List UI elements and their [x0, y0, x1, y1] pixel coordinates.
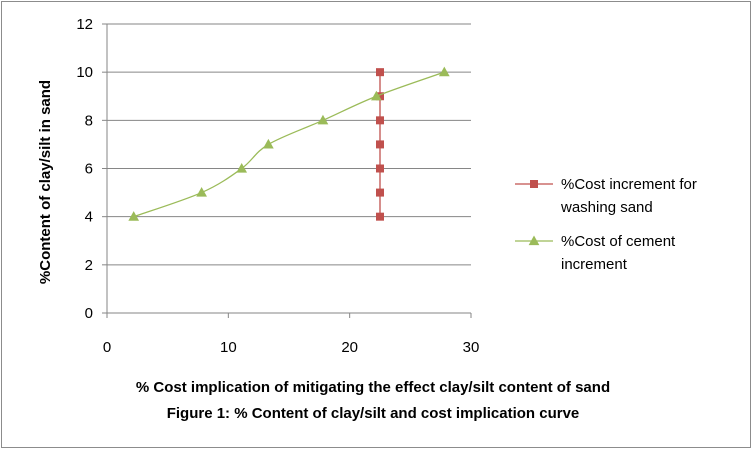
figure-caption: Figure 1: % Content of clay/silt and cos… — [167, 405, 580, 422]
data-point — [376, 68, 384, 77]
data-point — [376, 164, 384, 173]
y-axis-title: %Content of clay/silt in sand — [37, 80, 54, 284]
legend-marker — [530, 180, 538, 188]
x-tick-label: 20 — [341, 339, 358, 356]
legend-item-0: %Cost increment for washing sand — [515, 176, 697, 216]
x-axis-title: % Cost implication of mitigating the eff… — [136, 379, 610, 396]
gridlines — [107, 23, 471, 266]
legend-label: washing sand — [560, 199, 653, 216]
legend-label: %Cost of cement — [561, 233, 676, 250]
x-tick-label: 30 — [463, 339, 480, 356]
legend-marker — [528, 235, 540, 246]
tick-labels: 0 2 4 6 8 10 12 0 10 20 30 — [76, 16, 479, 356]
y-tick-label: 0 — [85, 305, 93, 322]
legend-label: %Cost increment for — [561, 176, 697, 193]
data-point — [196, 187, 207, 197]
data-point — [376, 116, 384, 125]
y-tick-label: 12 — [76, 16, 93, 33]
y-tick-label: 2 — [85, 257, 93, 274]
legend: %Cost increment for washing sand %Cost of … — [515, 176, 697, 273]
y-tick-label: 6 — [85, 161, 93, 178]
data-point — [263, 138, 274, 149]
data-point — [236, 162, 248, 173]
data-point — [376, 212, 384, 221]
series-group — [128, 66, 450, 221]
y-tick-label: 8 — [85, 112, 93, 129]
axes — [102, 23, 472, 318]
series-1 — [128, 66, 450, 221]
data-point — [371, 90, 382, 101]
data-point — [128, 211, 140, 221]
y-tick-label: 4 — [85, 209, 93, 226]
data-point — [376, 140, 384, 149]
x-tick-label: 0 — [103, 339, 111, 356]
data-point — [376, 188, 384, 197]
x-tick-label: 10 — [220, 339, 237, 356]
legend-label: increment — [561, 256, 628, 273]
y-tick-label: 10 — [76, 64, 93, 81]
data-point — [317, 114, 329, 125]
legend-item-1: %Cost of cement increment — [515, 233, 676, 273]
series-line — [133, 71, 445, 218]
series-0 — [376, 68, 384, 221]
data-point — [438, 66, 450, 77]
